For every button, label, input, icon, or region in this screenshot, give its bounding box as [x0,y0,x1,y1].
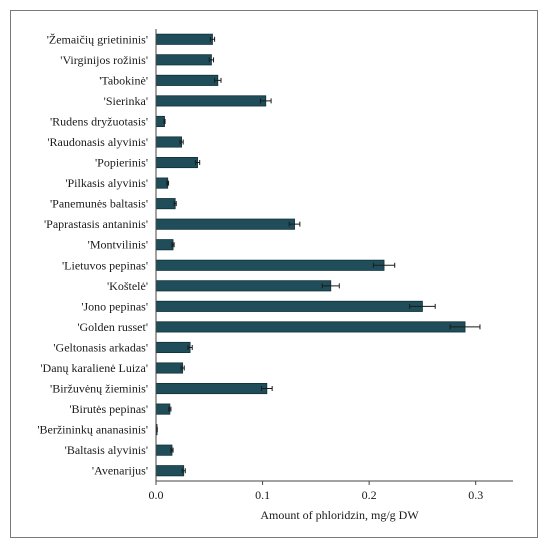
error-bar [170,447,174,453]
bar [155,177,169,189]
bar [155,33,213,45]
x-axis [155,29,513,482]
category-label: 'Koštelė' [107,279,148,293]
bar [155,465,185,477]
category-label: 'Sierinka' [104,94,148,108]
category-label: 'Rudens dryžuotasis' [50,114,148,128]
category-label: 'Biržuvėnų žieminis' [50,382,148,396]
error-bar [409,303,436,309]
bar [155,239,174,251]
bars-layer [155,33,481,477]
error-bar [259,98,272,104]
x-tick-labels: 0.0 0.1 0.2 0.3 [149,481,483,502]
error-bar [180,365,185,371]
chart-frame: 'Žemaičių grietininis' 'Virginijos rožini… [10,10,538,538]
category-label: 'Panemunės baltasis' [50,197,148,211]
category-label: 'Jono pepinas' [81,299,148,313]
bar [155,341,191,353]
category-label: 'Raudonasis alyvinis' [47,135,148,149]
category-labels: 'Žemaičių grietininis' 'Virginijos rožini… [37,32,148,477]
bar [155,300,423,312]
bar [155,403,171,415]
error-bar [208,57,215,63]
category-label: 'Žemaičių grietininis' [47,32,148,46]
bar [155,157,198,169]
bar [155,280,332,292]
x-tick-label: 0.3 [468,488,483,502]
bar [155,321,466,333]
category-label: 'Danų karalienė Luiza' [40,361,148,375]
bar [155,218,295,230]
error-bar [179,139,184,145]
error-bar [163,118,166,124]
error-bar [321,283,340,289]
error-bar [214,77,222,83]
bar [155,198,176,210]
x-tick-label: 0.1 [255,488,270,502]
category-label: 'Golden russet' [77,320,148,334]
x-axis-title: Amount of phloridzin, mg/g DW [260,508,419,522]
bar [155,95,267,107]
bar [155,74,219,86]
error-bar [181,468,186,474]
bar [155,259,385,271]
bar-chart: 'Žemaičių grietininis' 'Virginijos rožini… [37,29,513,522]
error-bar [166,180,170,186]
error-bar [168,406,172,412]
category-label: 'Birutės pepinas' [69,402,148,416]
category-label: 'Virginijos rožinis' [60,53,148,67]
bar [155,444,173,456]
category-label: 'Baltasis alyvinis' [65,443,148,457]
error-bar [171,242,175,248]
category-label: 'Popierinis' [95,156,148,170]
error-bar [194,160,201,166]
category-label: 'Geltonasis arkadas' [53,340,148,354]
error-bar [187,344,193,350]
bar [155,383,268,395]
category-label: 'Lietuvos pepinas' [62,258,148,272]
error-bar [372,262,396,268]
error-bar [173,201,177,207]
category-label: 'Tabokinė' [99,73,148,87]
bar [155,115,165,127]
error-bar [209,36,216,42]
category-label: 'Montvilinis' [88,238,148,252]
bar [155,54,212,66]
x-tick-label: 0.2 [362,488,377,502]
x-tick-label: 0.0 [149,488,164,502]
category-label: 'Beržininkų ananasinis' [37,423,148,437]
category-label: 'Pilkasis alyvinis' [65,176,148,190]
error-bar [261,386,273,392]
bar [155,136,182,148]
error-bar [449,324,481,330]
category-label: 'Paprastasis antaninis' [44,217,148,231]
category-label: 'Avenarijus' [92,464,148,478]
bar [155,362,184,374]
error-bar [288,221,301,227]
